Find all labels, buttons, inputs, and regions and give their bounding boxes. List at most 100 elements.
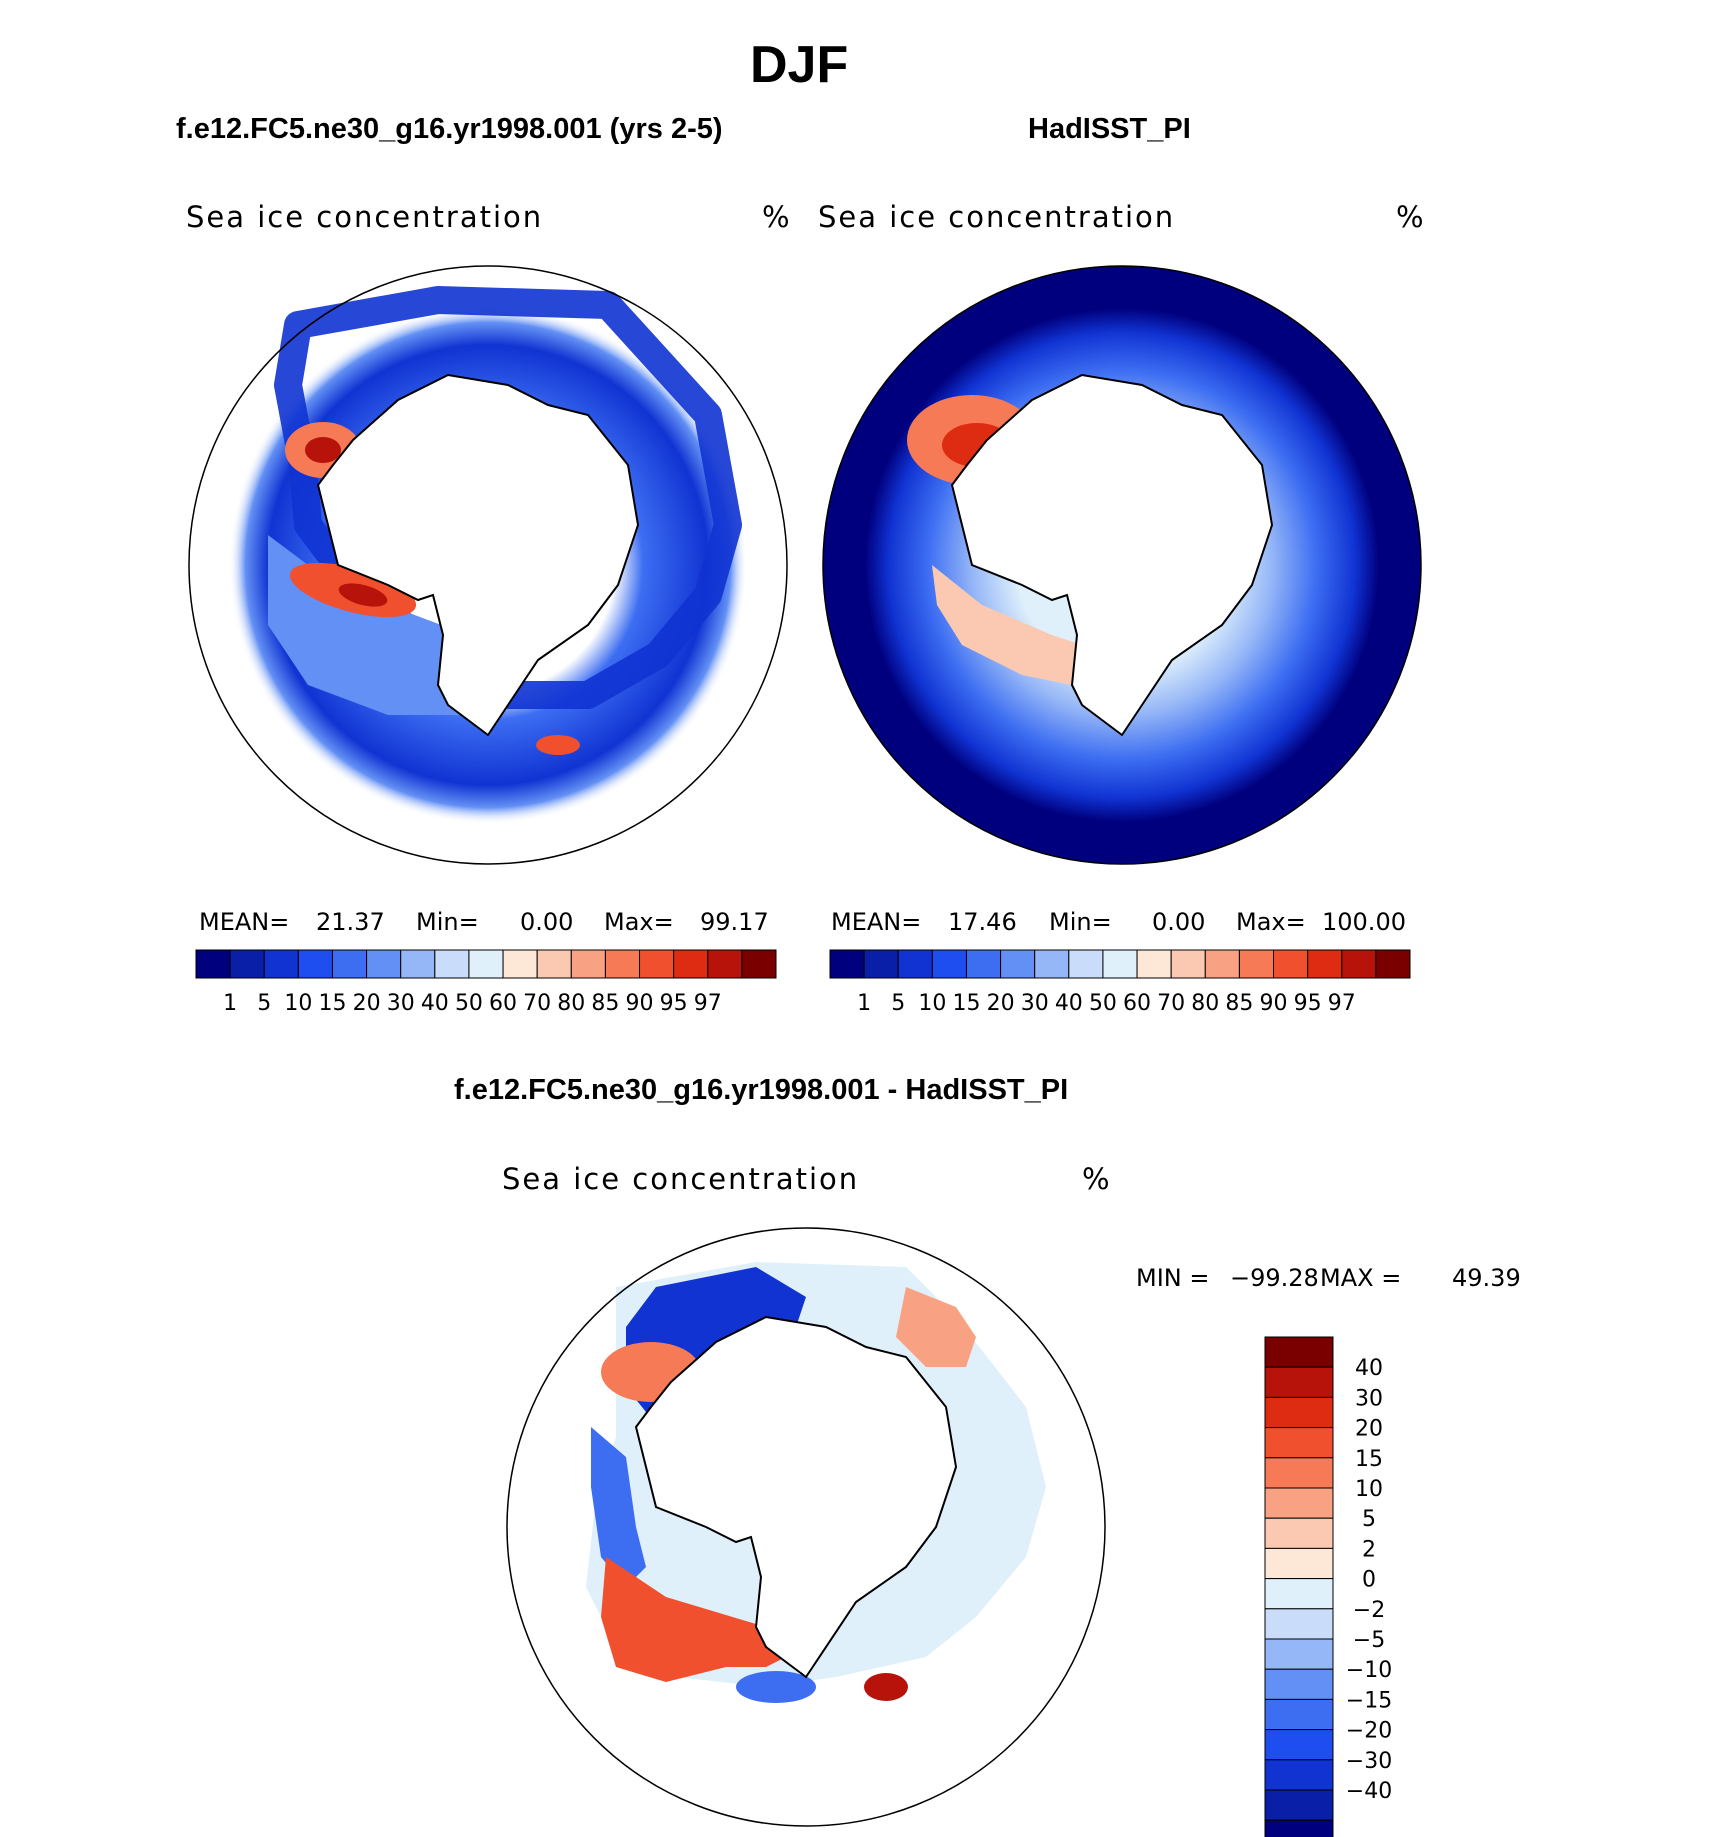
panel1-colorbar-swatch-13: [639, 949, 675, 979]
panel1-hot-weddell-core: [338, 583, 388, 607]
panel3-colorbar-tick-label: 40: [1355, 1356, 1383, 1381]
panel2-colorbar-swatch-7: [1068, 949, 1104, 979]
panel3-colorbar-tick-label: 15: [1355, 1447, 1383, 1472]
panel3-diff-hot-amundsen: [864, 1673, 908, 1701]
panel3-colorbar-swatch-10: [1264, 1638, 1334, 1670]
panel2-map-boundary: [822, 265, 1422, 865]
panel1-colorbar-swatch-15: [707, 949, 743, 979]
panel2-colorbar-tick-label: 30: [1021, 991, 1049, 1016]
panel3-diff-hot-bellingshausen: [896, 1287, 976, 1367]
panel2-colorbar-swatch-4: [965, 949, 1002, 979]
panel1-mean-value: 21.37: [316, 908, 385, 936]
panel2-max-value: 100.00: [1322, 908, 1406, 936]
panel2-colorbar-tick-label: 15: [952, 991, 980, 1016]
panel2-colorbar-swatch-11: [1204, 949, 1240, 979]
panel2-colorbar-swatch-12: [1238, 949, 1275, 979]
panel2-colorbar-swatch-9: [1136, 949, 1172, 979]
panel1-ice-ring: [274, 286, 742, 709]
panel2-colorbar-tick-label: 97: [1328, 991, 1356, 1016]
panel1-min-value: 0.00: [520, 908, 574, 936]
panel2-min-label: Min=: [1049, 908, 1112, 936]
panel2-warm-weddell: [932, 565, 1082, 685]
panel1-colorbar-tick-label: 70: [523, 991, 551, 1016]
panel1-colorbar-tick-label: 60: [489, 991, 517, 1016]
panel3-colorbar-tick-label: −5: [1353, 1628, 1385, 1653]
panel3-colorbar-swatch-13: [1264, 1729, 1334, 1761]
panel1-colorbar-swatch-2: [263, 949, 299, 979]
panel2-max-label: Max=: [1236, 908, 1306, 936]
panel1-colorbar-tick-label: 1: [223, 991, 237, 1016]
panel1-antarctica: [316, 373, 640, 737]
panel3-colorbar-tick-label: −2: [1353, 1598, 1385, 1623]
panel1-colorbar-swatch-9: [502, 949, 538, 979]
panel1-colorbar-swatch-4: [331, 949, 368, 979]
panel1-title: f.e12.FC5.ne30_g16.yr1998.001 (yrs 2-5): [176, 113, 723, 145]
panel1-map-boundary: [188, 265, 788, 865]
panel3-diff-hot-weddell: [601, 1557, 806, 1682]
panel3-colorbar-swatch-1: [1264, 1366, 1334, 1398]
panel3-colorbar-swatch-0: [1264, 1336, 1334, 1368]
panel1-hot-amundsen: [536, 735, 580, 755]
panel1-colorbar-swatch-6: [400, 949, 436, 979]
panel2-colorbar-swatch-3: [931, 949, 967, 979]
panel2-colorbar-swatch-13: [1273, 949, 1309, 979]
panel2-mean-label: MEAN=: [831, 908, 922, 936]
panel3-colorbar-swatch-4: [1264, 1457, 1334, 1489]
panel1-colorbar-swatch-1: [229, 949, 265, 979]
panel1-hot-ross-core: [305, 437, 341, 463]
panel1-colorbar-swatch-3: [297, 949, 333, 979]
panel2-antarctica: [950, 373, 1274, 737]
panel3-colorbar-swatch-5: [1264, 1487, 1334, 1519]
panel3-colorbar-tick-label: −40: [1346, 1779, 1392, 1804]
panel2-colorbar-tick-label: 20: [987, 991, 1015, 1016]
panel2-colorbar: 1 5 10 15 20 30 40 50 60 70 80 85 90 95 97: [829, 949, 1411, 1016]
panel3-diff-blue-west: [591, 1427, 646, 1587]
panel1-mean-label: MEAN=: [199, 908, 290, 936]
panel1-colorbar-swatch-14: [673, 949, 709, 979]
panel1-colorbar-tick-label: 85: [591, 991, 619, 1016]
panel2-colorbar-tick-label: 80: [1191, 991, 1219, 1016]
panel2-units: %: [1396, 200, 1426, 234]
panel1-colorbar-tick-label: 95: [660, 991, 688, 1016]
panel2-colorbar-tick-label: 85: [1225, 991, 1253, 1016]
panel1-colorbar-tick-label: 20: [353, 991, 381, 1016]
panel2-colorbar-swatch-15: [1341, 949, 1377, 979]
panel1-colorbar-tick-label: 90: [626, 991, 654, 1016]
panel1-colorbar-tick-label: 15: [318, 991, 346, 1016]
panel2-colorbar-tick-label: 40: [1055, 991, 1083, 1016]
panel3-colorbar-tick-label: −30: [1346, 1749, 1392, 1774]
panel1-colorbar-swatch-12: [604, 949, 641, 979]
panel2-colorbar-tick-label: 95: [1294, 991, 1322, 1016]
panel2-colorbar-tick-label: 60: [1123, 991, 1151, 1016]
panel1-colorbar-swatch-10: [536, 949, 572, 979]
panel3-max-label: MAX =: [1320, 1264, 1402, 1292]
panel2-colorbar-tick-label: 70: [1157, 991, 1185, 1016]
panel1-max-value: 99.17: [700, 908, 769, 936]
panel3-colorbar-tick-label: 2: [1362, 1537, 1376, 1562]
panel3-max-value: 49.39: [1452, 1264, 1521, 1292]
panel2-title: HadISST_PI: [1028, 113, 1191, 145]
panel1-colorbar-tick-label: 80: [557, 991, 585, 1016]
panel3-colorbar-tick-label: 20: [1355, 1417, 1383, 1442]
panel3-colorbar-tick-label: 5: [1362, 1507, 1376, 1532]
panel2-colorbar-tick-label: 10: [918, 991, 946, 1016]
panel2-colorbar-swatch-6: [1034, 949, 1070, 979]
panel3-colorbar-swatch-3: [1264, 1427, 1334, 1459]
panel3-colorbar-swatch-15: [1264, 1789, 1334, 1821]
panel3-colorbar-swatch-7: [1264, 1547, 1334, 1580]
panel1-colorbar-tick-label: 97: [694, 991, 722, 1016]
panel2-colorbar-swatch-5: [1000, 949, 1036, 979]
panel3-min-value: −99.28: [1230, 1264, 1319, 1292]
panel1-colorbar-swatch-0: [195, 949, 231, 979]
panel2-colorbar-tick-label: 5: [891, 991, 905, 1016]
panel1-max-label: Max=: [604, 908, 674, 936]
panel3-min-label: MIN =: [1136, 1264, 1210, 1292]
panel2-mean-value: 17.46: [948, 908, 1017, 936]
panel2-min-value: 0.00: [1152, 908, 1206, 936]
panel1-colorbar-tick-label: 30: [387, 991, 415, 1016]
panel3-colorbar-tick-label: 0: [1362, 1568, 1376, 1593]
panel3-map: [506, 1227, 1106, 1827]
panel2-colorbar-swatch-1: [863, 949, 899, 979]
panel3-colorbar-tick-label: 10: [1355, 1477, 1383, 1502]
